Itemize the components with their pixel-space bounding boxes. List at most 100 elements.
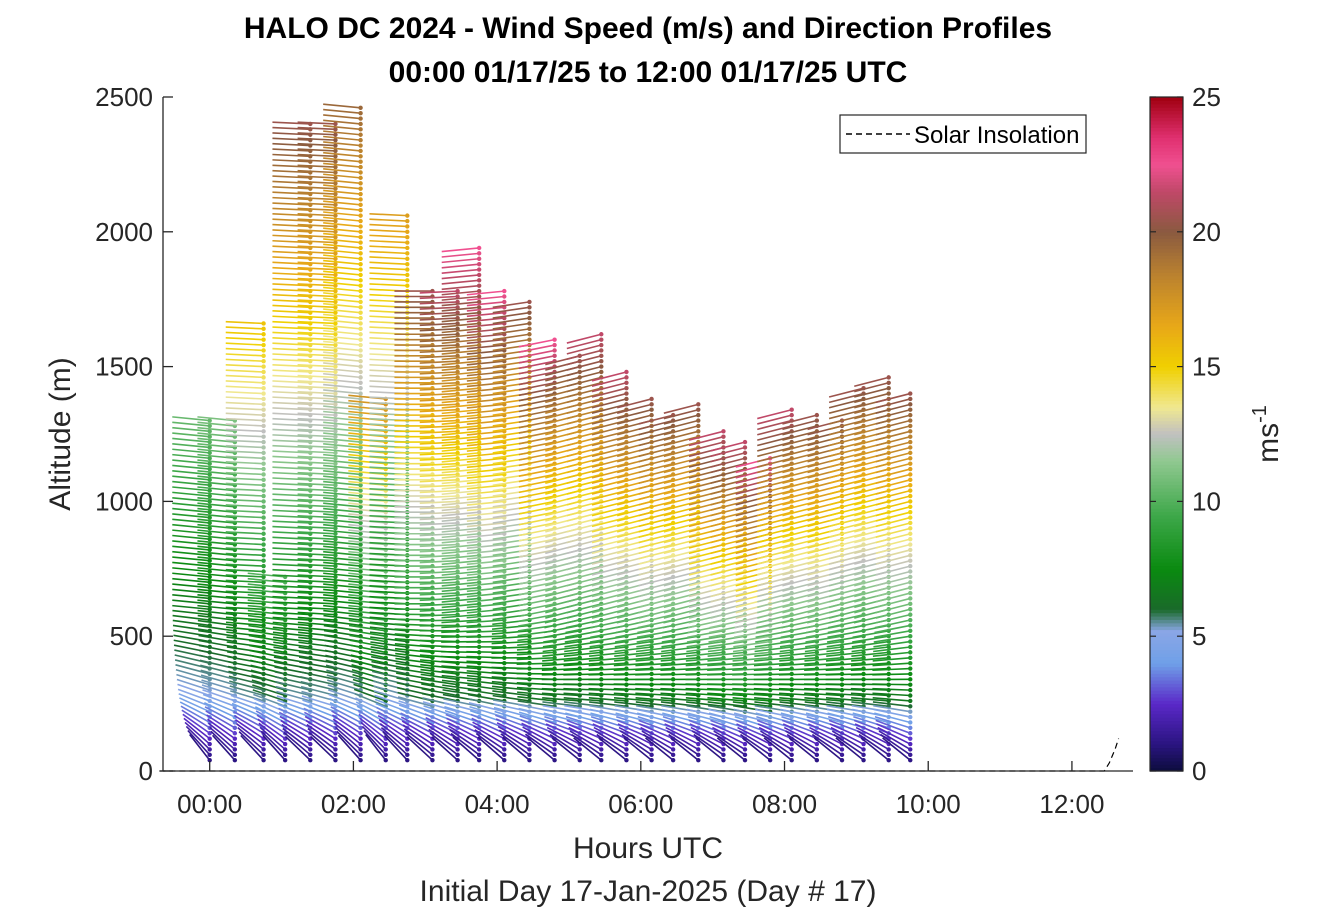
wind-barb-tip <box>455 391 460 396</box>
wind-barb <box>396 672 433 681</box>
wind-barb <box>466 376 505 382</box>
wind-barb <box>419 430 458 434</box>
wind-barb <box>380 727 408 751</box>
wind-barb <box>496 722 530 740</box>
wind-barb-tip <box>476 450 482 456</box>
wind-barb <box>197 518 235 524</box>
wind-barb-tip <box>527 758 532 763</box>
wind-barb <box>225 412 264 416</box>
wind-barb <box>272 590 311 594</box>
wind-barb <box>419 398 458 402</box>
wind-barb-tip <box>261 477 266 483</box>
wind-barb <box>275 685 311 697</box>
wind-barb <box>442 684 480 691</box>
wind-barb <box>419 311 458 316</box>
wind-barb-tip <box>789 758 794 763</box>
wind-barb-tip <box>502 288 507 294</box>
wind-barb <box>466 613 505 619</box>
wind-barb-tip <box>207 418 212 423</box>
wind-barb <box>397 696 433 708</box>
wind-barb <box>441 532 480 539</box>
wind-barb <box>466 322 505 328</box>
wind-barb <box>299 666 336 675</box>
wind-barb <box>297 482 336 487</box>
wind-barb-tip <box>358 758 363 763</box>
wind-barb <box>323 302 361 309</box>
wind-barb <box>272 574 311 578</box>
wind-barb-tip <box>742 439 748 445</box>
wind-barb-tip <box>455 342 460 348</box>
wind-barb <box>323 367 361 373</box>
wind-barb <box>297 585 336 589</box>
wind-barb-tip <box>455 531 460 536</box>
wind-barb <box>297 223 336 228</box>
wind-barb-tip <box>455 288 460 294</box>
wind-barb-tip <box>455 423 460 429</box>
colorbar-label: ms-1 <box>1249 405 1285 463</box>
wind-barb <box>419 570 458 575</box>
wind-barb-tip <box>333 132 338 137</box>
wind-barb-tip <box>207 547 212 553</box>
wind-barb <box>297 126 336 131</box>
wind-profile-3 <box>247 572 288 763</box>
wind-barb-tip <box>455 466 460 472</box>
wind-barb <box>172 561 210 567</box>
wind-barb <box>328 689 361 702</box>
wind-barb-tip <box>207 553 212 558</box>
wind-barb-tip <box>261 585 266 590</box>
wind-barb <box>323 356 361 363</box>
wind-barb-tip <box>358 418 363 423</box>
wind-barb <box>172 545 210 551</box>
wind-barb-tip <box>430 741 435 747</box>
wind-barb-tip <box>333 590 338 596</box>
wind-barb-tip <box>261 359 266 364</box>
y-tick-label: 500 <box>110 621 153 651</box>
wind-barb <box>466 365 505 372</box>
wind-barb <box>203 697 236 713</box>
wind-barb <box>394 618 433 621</box>
wind-barb <box>441 543 480 549</box>
wind-barb-tip <box>405 224 410 229</box>
wind-barb <box>419 659 458 664</box>
wind-barb-tip <box>333 752 338 758</box>
wind-barb <box>376 710 408 729</box>
wind-barb <box>272 616 311 621</box>
wind-barb-tip <box>358 429 363 434</box>
wind-barb-tip <box>908 445 913 450</box>
wind-barb <box>419 301 458 305</box>
wind-barb <box>323 243 361 249</box>
wind-barb <box>272 621 311 627</box>
wind-barb <box>466 674 505 681</box>
wind-barb-tip <box>261 558 266 563</box>
wind-barb-tip <box>455 375 460 380</box>
wind-barb-tip <box>358 229 363 234</box>
wind-barb-tip <box>333 536 338 542</box>
wind-barb-tip <box>358 466 363 472</box>
wind-barb <box>370 646 408 654</box>
wind-barb-tip <box>455 418 460 423</box>
wind-barb-tip <box>308 752 313 758</box>
wind-barb-tip <box>358 736 363 741</box>
wind-barb-tip <box>358 553 363 558</box>
wind-barb <box>272 137 311 141</box>
wind-barb <box>323 248 361 255</box>
wind-barb-tip <box>476 677 482 682</box>
wind-barb-tip <box>721 429 726 434</box>
wind-barb <box>297 380 336 384</box>
wind-barb <box>275 680 311 691</box>
wind-barb <box>466 338 505 345</box>
wind-barb <box>297 186 336 190</box>
wind-barb-tip <box>476 499 482 504</box>
wind-barb-tip <box>261 580 266 585</box>
wind-barb <box>369 261 408 265</box>
wind-barb <box>419 338 458 343</box>
wind-barb-tip <box>861 752 866 758</box>
wind-barb-tip <box>358 412 363 418</box>
wind-barb-tip <box>908 391 913 396</box>
wind-barb <box>419 355 458 359</box>
wind-barb <box>377 714 408 734</box>
wind-barb-tip <box>405 245 410 251</box>
wind-barb-tip <box>476 477 482 483</box>
wind-barb <box>272 471 311 476</box>
wind-barb <box>273 646 311 654</box>
